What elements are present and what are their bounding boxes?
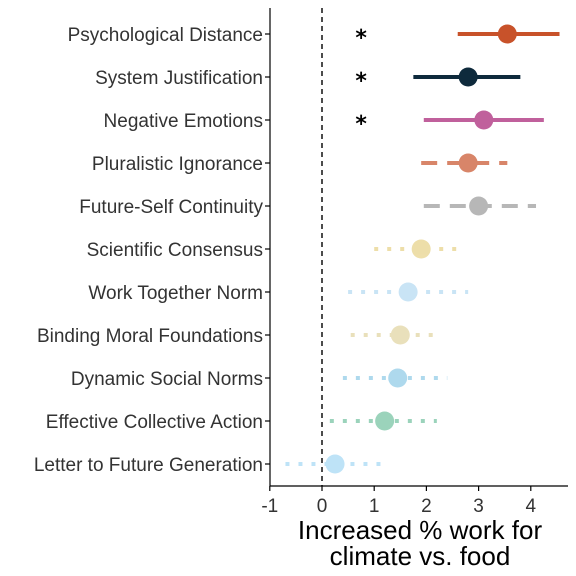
point-estimate — [474, 111, 493, 130]
forest-row — [458, 25, 560, 44]
point-estimate — [412, 240, 431, 259]
x-tick-label: 4 — [526, 496, 537, 517]
point-estimate — [391, 326, 410, 345]
category-label: Scientific Consensus — [87, 240, 263, 261]
x-tick-label: 1 — [369, 496, 380, 517]
category-label: Dynamic Social Norms — [71, 369, 263, 390]
forest-row — [424, 197, 536, 216]
point-estimate — [459, 154, 478, 173]
point-estimate — [388, 369, 407, 388]
category-label: System Justification — [95, 68, 263, 89]
category-label: Effective Collective Action — [46, 412, 263, 433]
forest-row — [351, 326, 440, 345]
x-tick-label: 3 — [473, 496, 484, 517]
point-estimate — [469, 197, 488, 216]
forest-row — [421, 154, 507, 173]
x-tick-label: -1 — [261, 496, 278, 517]
category-label: Future-Self Continuity — [79, 197, 263, 218]
x-tick-label: 2 — [421, 496, 432, 517]
category-label: Binding Moral Foundations — [37, 326, 263, 347]
category-label: Work Together Norm — [88, 283, 263, 304]
forest-row — [330, 412, 437, 431]
forest-row — [413, 68, 520, 87]
point-estimate — [326, 455, 345, 474]
forest-row — [348, 283, 468, 302]
point-estimate — [399, 283, 418, 302]
category-label: Psychological Distance — [68, 25, 263, 46]
category-label: Letter to Future Generation — [34, 455, 263, 476]
point-estimate — [375, 412, 394, 431]
significance-star: * — [355, 69, 367, 94]
x-tick-label: 0 — [317, 496, 328, 517]
category-label: Pluralistic Ignorance — [92, 154, 263, 175]
x-axis-title-line-2: climate vs. food — [330, 541, 511, 571]
forest-row — [424, 111, 544, 130]
category-label: Negative Emotions — [104, 111, 263, 132]
x-axis-ticks: -1 0 1 2 3 4 — [261, 486, 536, 517]
forest-row — [285, 455, 387, 474]
forest-row — [374, 240, 463, 259]
forest-row — [343, 369, 447, 388]
point-estimate — [459, 68, 478, 87]
significance-star: * — [355, 26, 367, 51]
significance-star: * — [355, 112, 367, 137]
plot-rows: Psychological Distance * System Justificat… — [34, 25, 560, 477]
point-estimate — [498, 25, 517, 44]
